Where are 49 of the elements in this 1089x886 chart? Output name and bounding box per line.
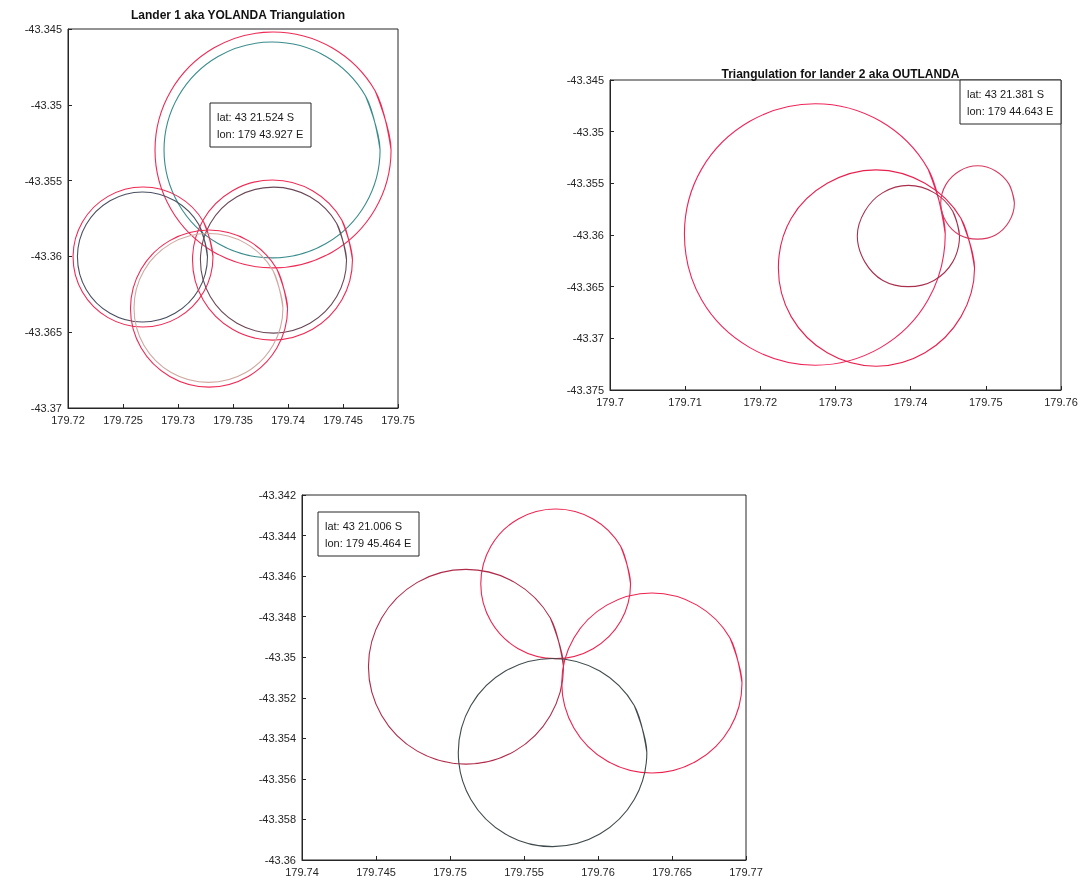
y-tick-label: -43.36 bbox=[264, 854, 296, 866]
y-tick-label: -43.36 bbox=[30, 250, 62, 263]
x-tick-label: 179.765 bbox=[652, 865, 692, 878]
chart-title: Lander 1 aka YOLANDA Triangulation bbox=[130, 8, 346, 22]
annotation: lat: 43 21.524 S lon: 179 43.927 E bbox=[217, 110, 304, 140]
x-tick-label: 179.74 bbox=[893, 395, 928, 408]
y-tick-label: -43.356 bbox=[258, 772, 296, 785]
x-tick-label: 179.7 bbox=[596, 395, 624, 408]
x-tick-label: 179.73 bbox=[161, 413, 195, 426]
y-tick-label: -43.342 bbox=[258, 489, 296, 501]
y-tick-label: -43.345 bbox=[24, 23, 62, 35]
y-tick-label: -43.354 bbox=[258, 732, 296, 745]
x-tick-label: 179.745 bbox=[356, 865, 396, 878]
y-tick-label: -43.352 bbox=[258, 691, 296, 704]
y-tick-label: -43.35 bbox=[30, 98, 62, 111]
y-tick-label: -43.344 bbox=[258, 529, 296, 542]
chart-title: Triangulation for lander 2 aka OUTLANDA bbox=[721, 67, 960, 81]
x-tick-label: 179.75 bbox=[381, 413, 415, 426]
x-tick-label: 179.76 bbox=[1044, 395, 1078, 408]
y-tick-label: -43.348 bbox=[258, 610, 296, 623]
annotation: lat: 43 21.006 S lon: 179 45.464 E bbox=[325, 519, 412, 549]
x-tick-label: 179.755 bbox=[504, 865, 544, 878]
y-tick-label: -43.37 bbox=[572, 332, 604, 345]
y-tick-label: -43.35 bbox=[572, 125, 604, 138]
x-tick-label: 179.73 bbox=[818, 395, 853, 408]
y-tick-label: -43.358 bbox=[258, 813, 296, 826]
y-tick-label: -43.35 bbox=[264, 651, 296, 664]
y-tick-label: -43.36 bbox=[572, 229, 604, 241]
x-tick-label: 179.74 bbox=[285, 865, 319, 878]
y-tick-label: -43.345 bbox=[566, 74, 604, 86]
y-tick-label: -43.355 bbox=[24, 174, 62, 187]
y-tick-label: -43.355 bbox=[566, 177, 604, 190]
y-tick-label: -43.365 bbox=[24, 326, 62, 339]
y-tick-label: -43.37 bbox=[30, 402, 62, 414]
x-tick-label: 179.745 bbox=[323, 413, 363, 426]
x-tick-label: 179.72 bbox=[743, 395, 778, 408]
x-tick-label: 179.71 bbox=[668, 395, 702, 408]
x-tick-label: 179.75 bbox=[969, 395, 1003, 408]
x-tick-label: 179.725 bbox=[103, 413, 143, 426]
y-tick-label: -43.365 bbox=[566, 280, 604, 293]
y-tick-label: -43.375 bbox=[566, 384, 604, 396]
annotation: lat: 43 21.381 S lon: 179 44.643 E bbox=[967, 87, 1054, 117]
x-tick-label: 179.74 bbox=[271, 413, 305, 426]
x-tick-label: 179.72 bbox=[51, 413, 85, 426]
x-tick-label: 179.76 bbox=[581, 865, 615, 878]
x-tick-label: 179.77 bbox=[729, 865, 763, 878]
x-tick-label: 179.75 bbox=[433, 865, 467, 878]
x-tick-label: 179.735 bbox=[213, 413, 253, 426]
y-tick-label: -43.346 bbox=[258, 570, 296, 583]
